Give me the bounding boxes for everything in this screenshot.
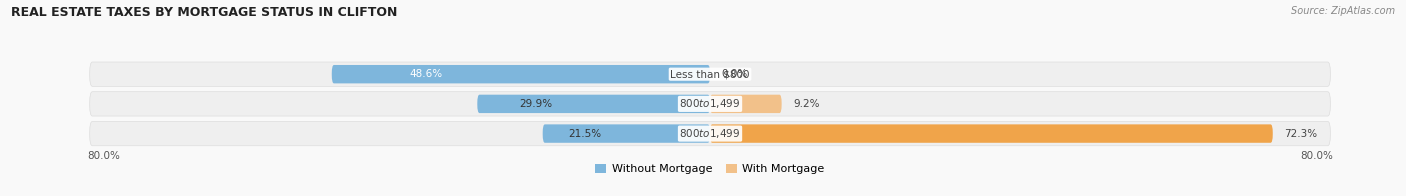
Text: 48.6%: 48.6% xyxy=(409,69,443,79)
Legend: Without Mortgage, With Mortgage: Without Mortgage, With Mortgage xyxy=(591,160,830,179)
FancyBboxPatch shape xyxy=(710,95,782,113)
Text: 0.0%: 0.0% xyxy=(721,69,748,79)
Text: 9.2%: 9.2% xyxy=(793,99,820,109)
Text: 29.9%: 29.9% xyxy=(519,99,553,109)
Text: Less than $800: Less than $800 xyxy=(671,69,749,79)
Text: Source: ZipAtlas.com: Source: ZipAtlas.com xyxy=(1291,6,1395,16)
Text: $800 to $1,499: $800 to $1,499 xyxy=(679,127,741,140)
FancyBboxPatch shape xyxy=(90,62,1330,86)
Text: 21.5%: 21.5% xyxy=(568,129,602,139)
Text: 80.0%: 80.0% xyxy=(1299,151,1333,161)
Text: 80.0%: 80.0% xyxy=(87,151,121,161)
FancyBboxPatch shape xyxy=(90,92,1330,116)
FancyBboxPatch shape xyxy=(543,124,710,143)
FancyBboxPatch shape xyxy=(90,121,1330,146)
Text: 72.3%: 72.3% xyxy=(1285,129,1317,139)
FancyBboxPatch shape xyxy=(332,65,710,83)
Text: $800 to $1,499: $800 to $1,499 xyxy=(679,97,741,110)
FancyBboxPatch shape xyxy=(710,124,1272,143)
FancyBboxPatch shape xyxy=(477,95,710,113)
Text: REAL ESTATE TAXES BY MORTGAGE STATUS IN CLIFTON: REAL ESTATE TAXES BY MORTGAGE STATUS IN … xyxy=(11,6,398,19)
